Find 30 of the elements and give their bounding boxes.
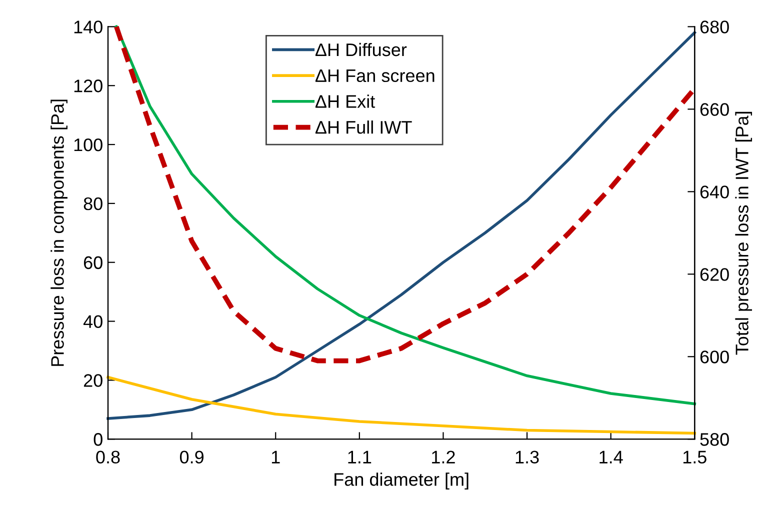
- y-tick-label: 120: [74, 80, 102, 92]
- y2-tick-label: 580: [700, 433, 729, 446]
- x-tick-label: 1: [272, 450, 280, 464]
- y-tick-label: 60: [84, 256, 102, 270]
- legend-label: ΔH Full IWT: [315, 120, 412, 134]
- x-tick-label: 1.3: [516, 450, 539, 464]
- x-tick-label: 1.2: [432, 450, 455, 464]
- y-tick-label: 40: [83, 315, 102, 328]
- line-series: [106, 376, 696, 435]
- y-tick-label: 140: [74, 20, 102, 34]
- x-tick-label: 0.8: [96, 450, 120, 464]
- y2-tick-label: 660: [700, 103, 729, 116]
- y2-axis-title: Total pressure loss in IWT [Pa]: [735, 112, 752, 355]
- legend-label: ΔH Exit: [315, 94, 376, 108]
- y-tick-label: 20: [84, 374, 102, 387]
- legend-label: ΔH Fan screen: [315, 69, 434, 82]
- x-tick-label: 1.4: [600, 450, 623, 464]
- y-tick-label: 0: [94, 433, 102, 446]
- y-tick-label: 100: [74, 138, 102, 152]
- y-axis-title: Pressure loss in components [Pa]: [50, 100, 68, 366]
- legend-label: ΔH Diffuser: [315, 42, 407, 56]
- y2-tick-label: 680: [700, 20, 729, 34]
- x-tick-label: 1.1: [348, 450, 372, 464]
- y2-tick-label: 640: [700, 186, 729, 198]
- x-tick-label: 1.5: [683, 450, 706, 464]
- x-axis-title: Fan diameter [m]: [334, 472, 468, 490]
- x-tick-label: 0.9: [180, 450, 204, 464]
- y-tick-label: 80: [84, 197, 102, 210]
- y2-tick-label: 600: [700, 350, 729, 364]
- y2-tick-label: 620: [700, 268, 729, 281]
